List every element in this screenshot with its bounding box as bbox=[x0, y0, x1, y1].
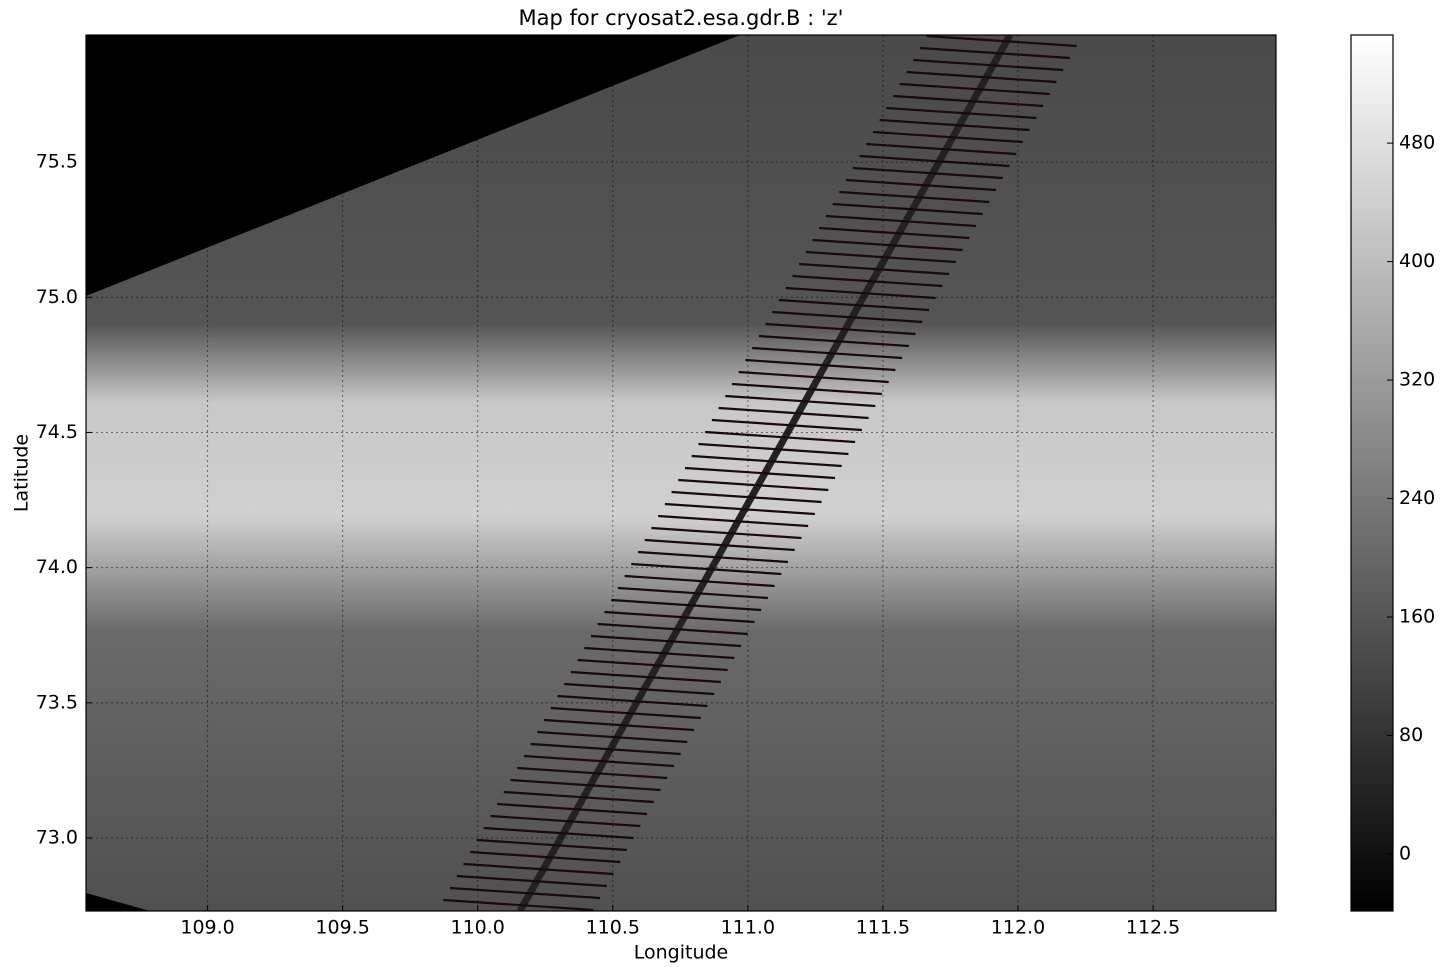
colorbar bbox=[1351, 35, 1393, 911]
x-tick-label: 109.5 bbox=[315, 917, 369, 939]
y-axis-label: Latitude bbox=[11, 434, 33, 512]
x-tick-label: 109.0 bbox=[180, 917, 234, 939]
y-tick-label: 74.5 bbox=[36, 421, 78, 443]
y-tick-label: 75.5 bbox=[36, 151, 78, 173]
colorbar-tick-label: 0 bbox=[1399, 842, 1411, 864]
colorbar-tick-label: 320 bbox=[1399, 369, 1435, 391]
x-tick-label: 111.0 bbox=[721, 917, 775, 939]
page: {"chart_data": {"type": "map", "title": … bbox=[0, 0, 1443, 967]
colorbar-tick-label: 240 bbox=[1399, 487, 1435, 509]
y-tick-label: 74.0 bbox=[36, 556, 78, 578]
colorbar-tick-label: 480 bbox=[1399, 132, 1435, 154]
x-axis-label: Longitude bbox=[634, 942, 729, 964]
colorbar-tick-label: 80 bbox=[1399, 724, 1423, 746]
y-tick-label: 73.5 bbox=[36, 691, 78, 713]
map-image bbox=[86, 35, 1276, 911]
colorbar-tick-label: 400 bbox=[1399, 250, 1435, 272]
x-tick-label: 112.5 bbox=[1126, 917, 1180, 939]
chart: 109.0 109.5 110.0 110.5 111.0 111.5 112.0 112.5… bbox=[0, 0, 1443, 967]
y-tick-label: 75.0 bbox=[36, 286, 78, 308]
x-tick-label: 112.0 bbox=[991, 917, 1045, 939]
y-tick-label: 73.0 bbox=[36, 827, 78, 849]
colorbar-tick-label: 160 bbox=[1399, 606, 1435, 628]
x-tick-label: 110.5 bbox=[586, 917, 640, 939]
chart-title: Map for cryosat2.esa.gdr.B : 'z' bbox=[519, 6, 844, 30]
x-tick-label: 111.5 bbox=[856, 917, 910, 939]
x-tick-label: 110.0 bbox=[451, 917, 505, 939]
